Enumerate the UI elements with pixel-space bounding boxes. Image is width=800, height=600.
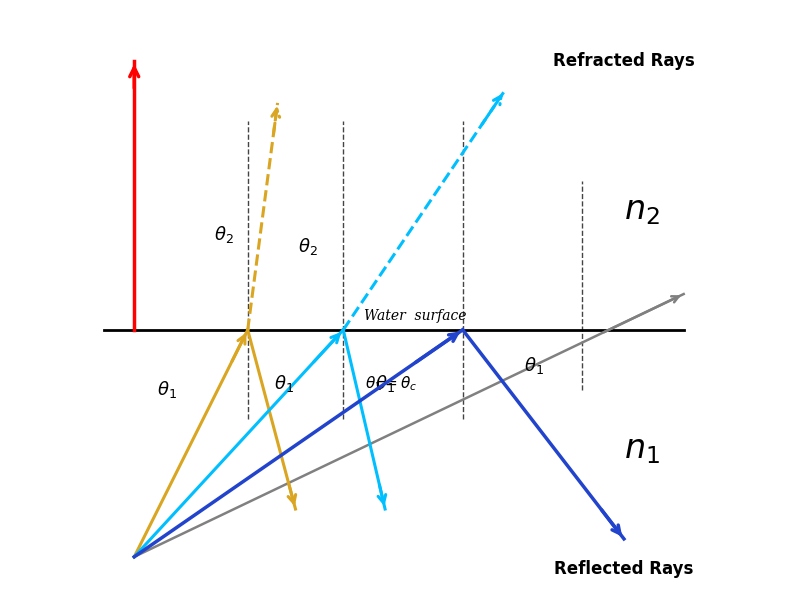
Text: $\theta_2$: $\theta_2$ <box>214 224 234 245</box>
Text: Reflected Rays: Reflected Rays <box>554 560 694 578</box>
Text: $\theta_1$: $\theta_1$ <box>525 355 544 376</box>
Text: $\theta_1 = \theta_c$: $\theta_1 = \theta_c$ <box>365 374 418 393</box>
Text: $\theta_2$: $\theta_2$ <box>298 236 318 257</box>
Text: $n_2$: $n_2$ <box>624 194 660 227</box>
Text: Refracted Rays: Refracted Rays <box>553 52 695 70</box>
Text: $n_1$: $n_1$ <box>624 433 660 466</box>
Text: $\theta_1$: $\theta_1$ <box>274 373 294 394</box>
Text: $\theta_1$: $\theta_1$ <box>157 379 177 400</box>
Text: Water  surface: Water surface <box>364 308 466 323</box>
Text: $\theta_1$: $\theta_1$ <box>375 373 395 394</box>
